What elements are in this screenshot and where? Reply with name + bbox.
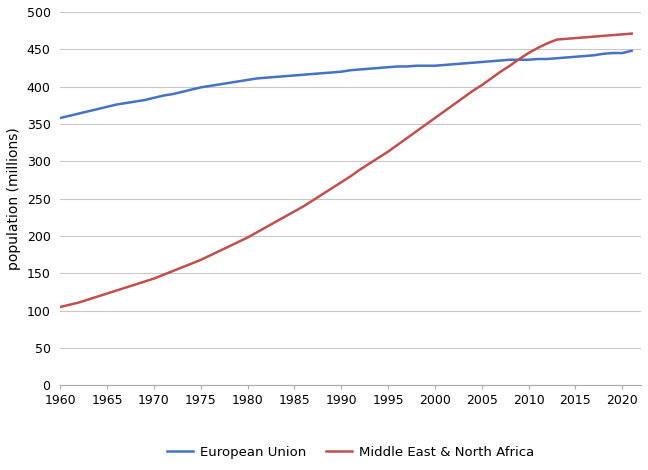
Y-axis label: population (millions): population (millions)	[7, 127, 21, 270]
European Union	[628, 48, 636, 54]
Middle East & North Africa	[206, 252, 214, 258]
Middle East & North Africa	[168, 268, 176, 274]
Middle East & North Africa	[618, 31, 626, 37]
Middle East & North Africa	[403, 135, 411, 141]
Middle East & North Africa	[553, 37, 561, 42]
European Union	[168, 91, 176, 97]
European Union	[103, 104, 111, 110]
European Union	[56, 115, 64, 121]
Line: Middle East & North Africa: Middle East & North Africa	[60, 33, 632, 307]
Middle East & North Africa	[103, 291, 111, 297]
Line: European Union: European Union	[60, 51, 632, 118]
Middle East & North Africa	[56, 304, 64, 310]
Legend: European Union, Middle East & North Africa: European Union, Middle East & North Afri…	[162, 440, 540, 464]
European Union	[553, 55, 561, 61]
European Union	[403, 63, 411, 69]
European Union	[206, 83, 214, 89]
Middle East & North Africa	[628, 31, 636, 36]
European Union	[618, 50, 626, 56]
